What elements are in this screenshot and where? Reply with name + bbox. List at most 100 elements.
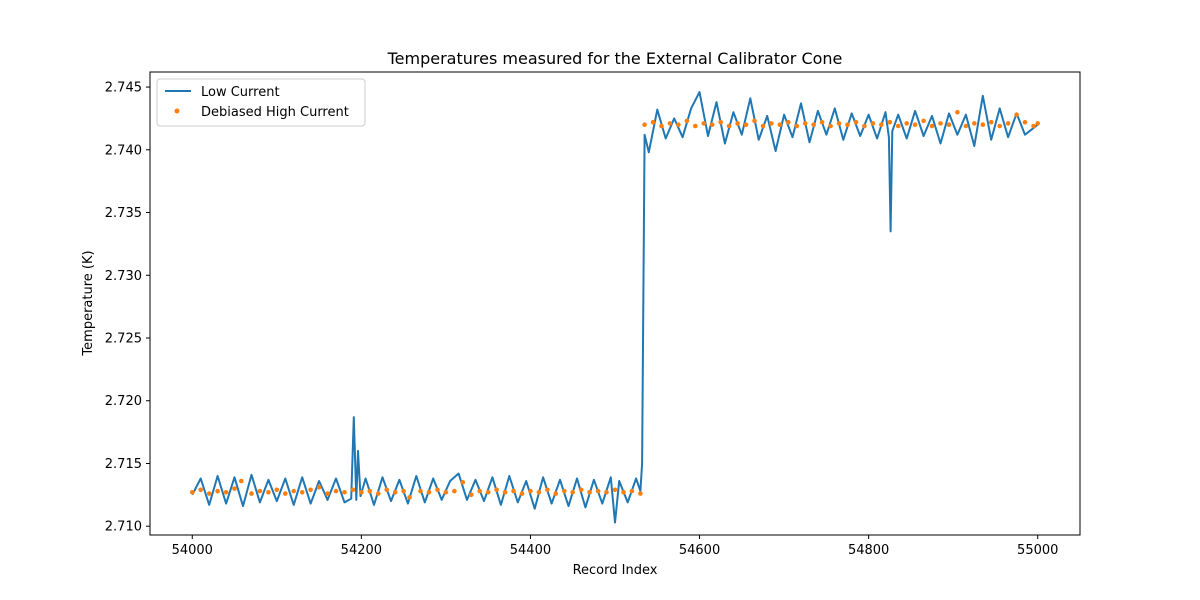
data-point-debiased-high-current [879,122,884,127]
plot-area [150,72,1080,535]
data-point-debiased-high-current [460,480,466,485]
data-point-debiased-high-current [802,121,808,126]
legend: Low Current Debiased High Current [156,78,366,127]
data-point-debiased-high-current [794,123,800,129]
data-point-debiased-high-current [359,490,364,495]
chart-title: Temperatures measured for the External C… [387,49,843,68]
data-point-debiased-high-current [811,122,816,127]
data-point-debiased-high-current [693,123,698,129]
data-point-debiased-high-current [612,487,618,493]
data-point-debiased-high-current [274,487,280,493]
data-point-debiased-high-current [752,118,757,124]
x-tick-label: 55000 [1017,543,1058,558]
data-point-debiased-high-current [743,122,749,127]
data-point-debiased-high-current [659,123,664,129]
x-tick-label: 54600 [679,543,720,558]
data-point-debiased-high-current [1005,121,1011,126]
legend-swatch-debiased-high-current [174,108,180,114]
data-point-debiased-high-current [1022,119,1028,125]
legend-box [156,78,366,127]
data-point-debiased-high-current [621,490,626,495]
data-point-debiased-high-current [912,122,918,127]
data-point-debiased-high-current [845,122,850,127]
data-point-debiased-high-current [1035,121,1040,126]
data-point-debiased-high-current [239,478,244,484]
legend-label-debiased-high-current: Debiased High Current [201,105,349,120]
y-tick-label: 2.735 [105,206,142,221]
x-tick-label: 54000 [172,543,213,558]
data-point-debiased-high-current [502,490,508,495]
series-layer [190,91,1040,524]
data-point-debiased-high-current [709,122,715,127]
series-line-low-current [191,91,1039,524]
data-point-debiased-high-current [786,119,791,125]
data-point-debiased-high-current [595,488,601,494]
data-point-debiased-high-current [836,121,842,126]
data-point-debiased-high-current [997,123,1002,129]
data-point-debiased-high-current [769,121,774,126]
data-point-debiased-high-current [232,486,237,491]
data-point-debiased-high-current [215,488,220,494]
plot-frame [149,71,1081,536]
data-point-debiased-high-current [638,491,643,496]
data-point-debiased-high-current [198,487,203,493]
data-point-debiased-high-current [426,490,432,495]
data-point-debiased-high-current [718,119,723,125]
data-point-debiased-high-current [206,491,212,496]
data-point-debiased-high-current [519,491,525,496]
data-point-debiased-high-current [921,118,926,124]
data-point-debiased-high-current [536,490,542,495]
data-point-debiased-high-current [1014,112,1019,117]
data-point-debiased-high-current [392,490,398,495]
x-tick-label: 54800 [848,543,889,558]
data-point-debiased-high-current [511,488,516,494]
data-point-debiased-high-current [407,495,412,500]
data-point-debiased-high-current [929,123,935,129]
data-point-debiased-high-current [562,488,567,494]
data-point-debiased-high-current [955,109,960,115]
data-point-debiased-high-current [650,119,656,125]
data-point-debiased-high-current [862,123,867,129]
x-axis: 54000 54200 54400 54600 54800 55000 [172,535,1058,558]
data-point-debiased-high-current [350,487,356,493]
data-point-debiased-high-current [777,122,783,127]
data-point-debiased-high-current [726,123,732,129]
data-point-debiased-high-current [443,490,449,495]
data-point-debiased-high-current [266,490,271,495]
y-axis: 2.710 2.715 2.720 2.725 2.730 2.735 2.740 2.745 [105,81,150,535]
y-tick-label: 2.745 [105,81,142,96]
data-point-debiased-high-current [946,122,952,127]
data-point-debiased-high-current [963,123,969,129]
data-point-debiased-high-current [283,491,288,496]
x-axis-label: Record Index [573,563,658,578]
y-tick-label: 2.715 [105,457,142,472]
data-point-debiased-high-current [342,490,347,495]
y-tick-label: 2.740 [105,143,142,158]
data-point-debiased-high-current [316,485,322,490]
data-point-debiased-high-current [870,121,876,126]
data-point-debiased-high-current [642,122,647,127]
data-point-debiased-high-current [701,121,707,126]
data-point-debiased-high-current [887,119,893,125]
data-point-debiased-high-current [629,488,635,494]
data-point-debiased-high-current [760,123,766,129]
y-tick-label: 2.720 [105,394,142,409]
y-tick-label: 2.710 [105,520,142,535]
data-point-debiased-high-current [578,487,584,493]
data-point-debiased-high-current [384,487,390,493]
data-point-debiased-high-current [938,121,943,126]
data-point-debiased-high-current [485,490,491,495]
data-point-debiased-high-current [452,488,457,494]
data-point-debiased-high-current [299,490,305,495]
data-point-debiased-high-current [477,488,483,494]
data-point-debiased-high-current [190,490,195,495]
data-point-debiased-high-current [376,491,381,496]
y-axis-label: Temperature (K) [81,250,96,356]
data-point-debiased-high-current [333,488,339,494]
data-point-debiased-high-current [980,122,986,127]
data-point-debiased-high-current [257,488,263,494]
data-point-debiased-high-current [401,488,406,494]
data-point-debiased-high-current [469,492,474,498]
data-point-debiased-high-current [972,121,977,126]
